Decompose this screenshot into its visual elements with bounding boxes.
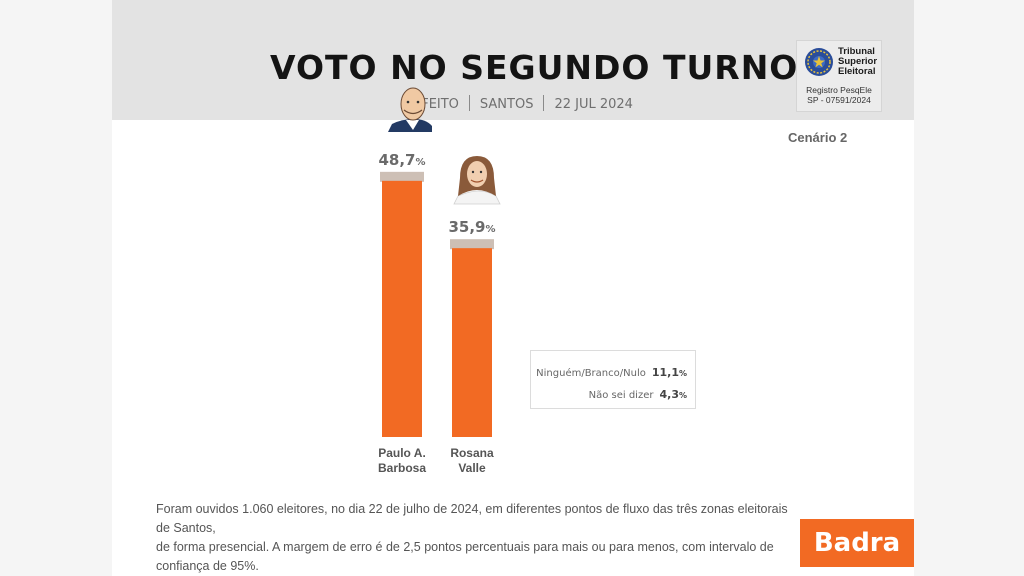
category-label: Valle [458, 461, 486, 475]
bar-cap [380, 171, 424, 182]
tse-registry-line: SP - 07591/2024 [807, 95, 871, 105]
category-label: Barbosa [378, 461, 426, 475]
methodology-line: Foram ouvidos 1.060 eleitores, no dia 22… [156, 502, 788, 535]
legend-label: Ninguém/Branco/Nulo [536, 368, 646, 379]
header-band [112, 0, 914, 120]
scenario-label: Cenário 2 [788, 130, 848, 145]
bar [382, 180, 422, 437]
legend-label: Não sei dizer [588, 390, 654, 401]
legend-unit: % [678, 391, 687, 400]
subtitle-date: 22 JUL 2024 [554, 97, 633, 112]
bar [452, 248, 492, 437]
methodology-line: de forma presencial. A margem de erro é … [156, 540, 774, 573]
page-title: VOTO NO SEGUNDO TURNO [270, 48, 799, 87]
infographic: VOTO NO SEGUNDO TURNO EFEITO SANTOS 22 JUL… [112, 0, 914, 576]
tse-name-line: Tribunal [838, 46, 875, 57]
subtitle-divider [543, 95, 545, 111]
others-legend: Ninguém/Branco/Nulo 11,1% Não sei dizer 4,… [530, 350, 696, 409]
tse-name-line: Superior [838, 56, 878, 67]
badra-logo: Badra [800, 519, 914, 567]
methodology-note: Foram ouvidos 1.060 eleitores, no dia 22… [156, 500, 796, 576]
candidate-portrait-icon [388, 87, 432, 132]
candidate-portrait-icon [453, 156, 501, 205]
legend-row-ninguem: Ninguém/Branco/Nulo 11,1% [536, 361, 687, 380]
tse-registry-line: Registro PesqEle [806, 85, 872, 95]
bar-value-label: 48,7% [378, 151, 425, 169]
subtitle-divider [468, 95, 470, 111]
bar-value-label: 35,9% [448, 218, 495, 236]
tse-registry: Registro PesqEle SP - 07591/2024 [797, 85, 881, 105]
bar-cap [450, 239, 494, 250]
tse-seal-icon [805, 48, 833, 76]
tse-registry-badge: Tribunal Superior Eleitoral Registro Pes… [796, 40, 882, 112]
tse-name-line: Eleitoral [838, 66, 876, 77]
legend-value: 4,3 [659, 388, 679, 401]
subtitle-city: SANTOS [479, 97, 534, 112]
category-label: Paulo A. [378, 446, 426, 460]
legend-value: 11,1 [651, 366, 679, 379]
legend-row-nao-sei: Não sei dizer 4,3% [589, 383, 687, 402]
tse-name: Tribunal Superior Eleitoral [838, 47, 882, 77]
category-label: Rosana [450, 446, 494, 460]
legend-unit: % [678, 369, 687, 378]
